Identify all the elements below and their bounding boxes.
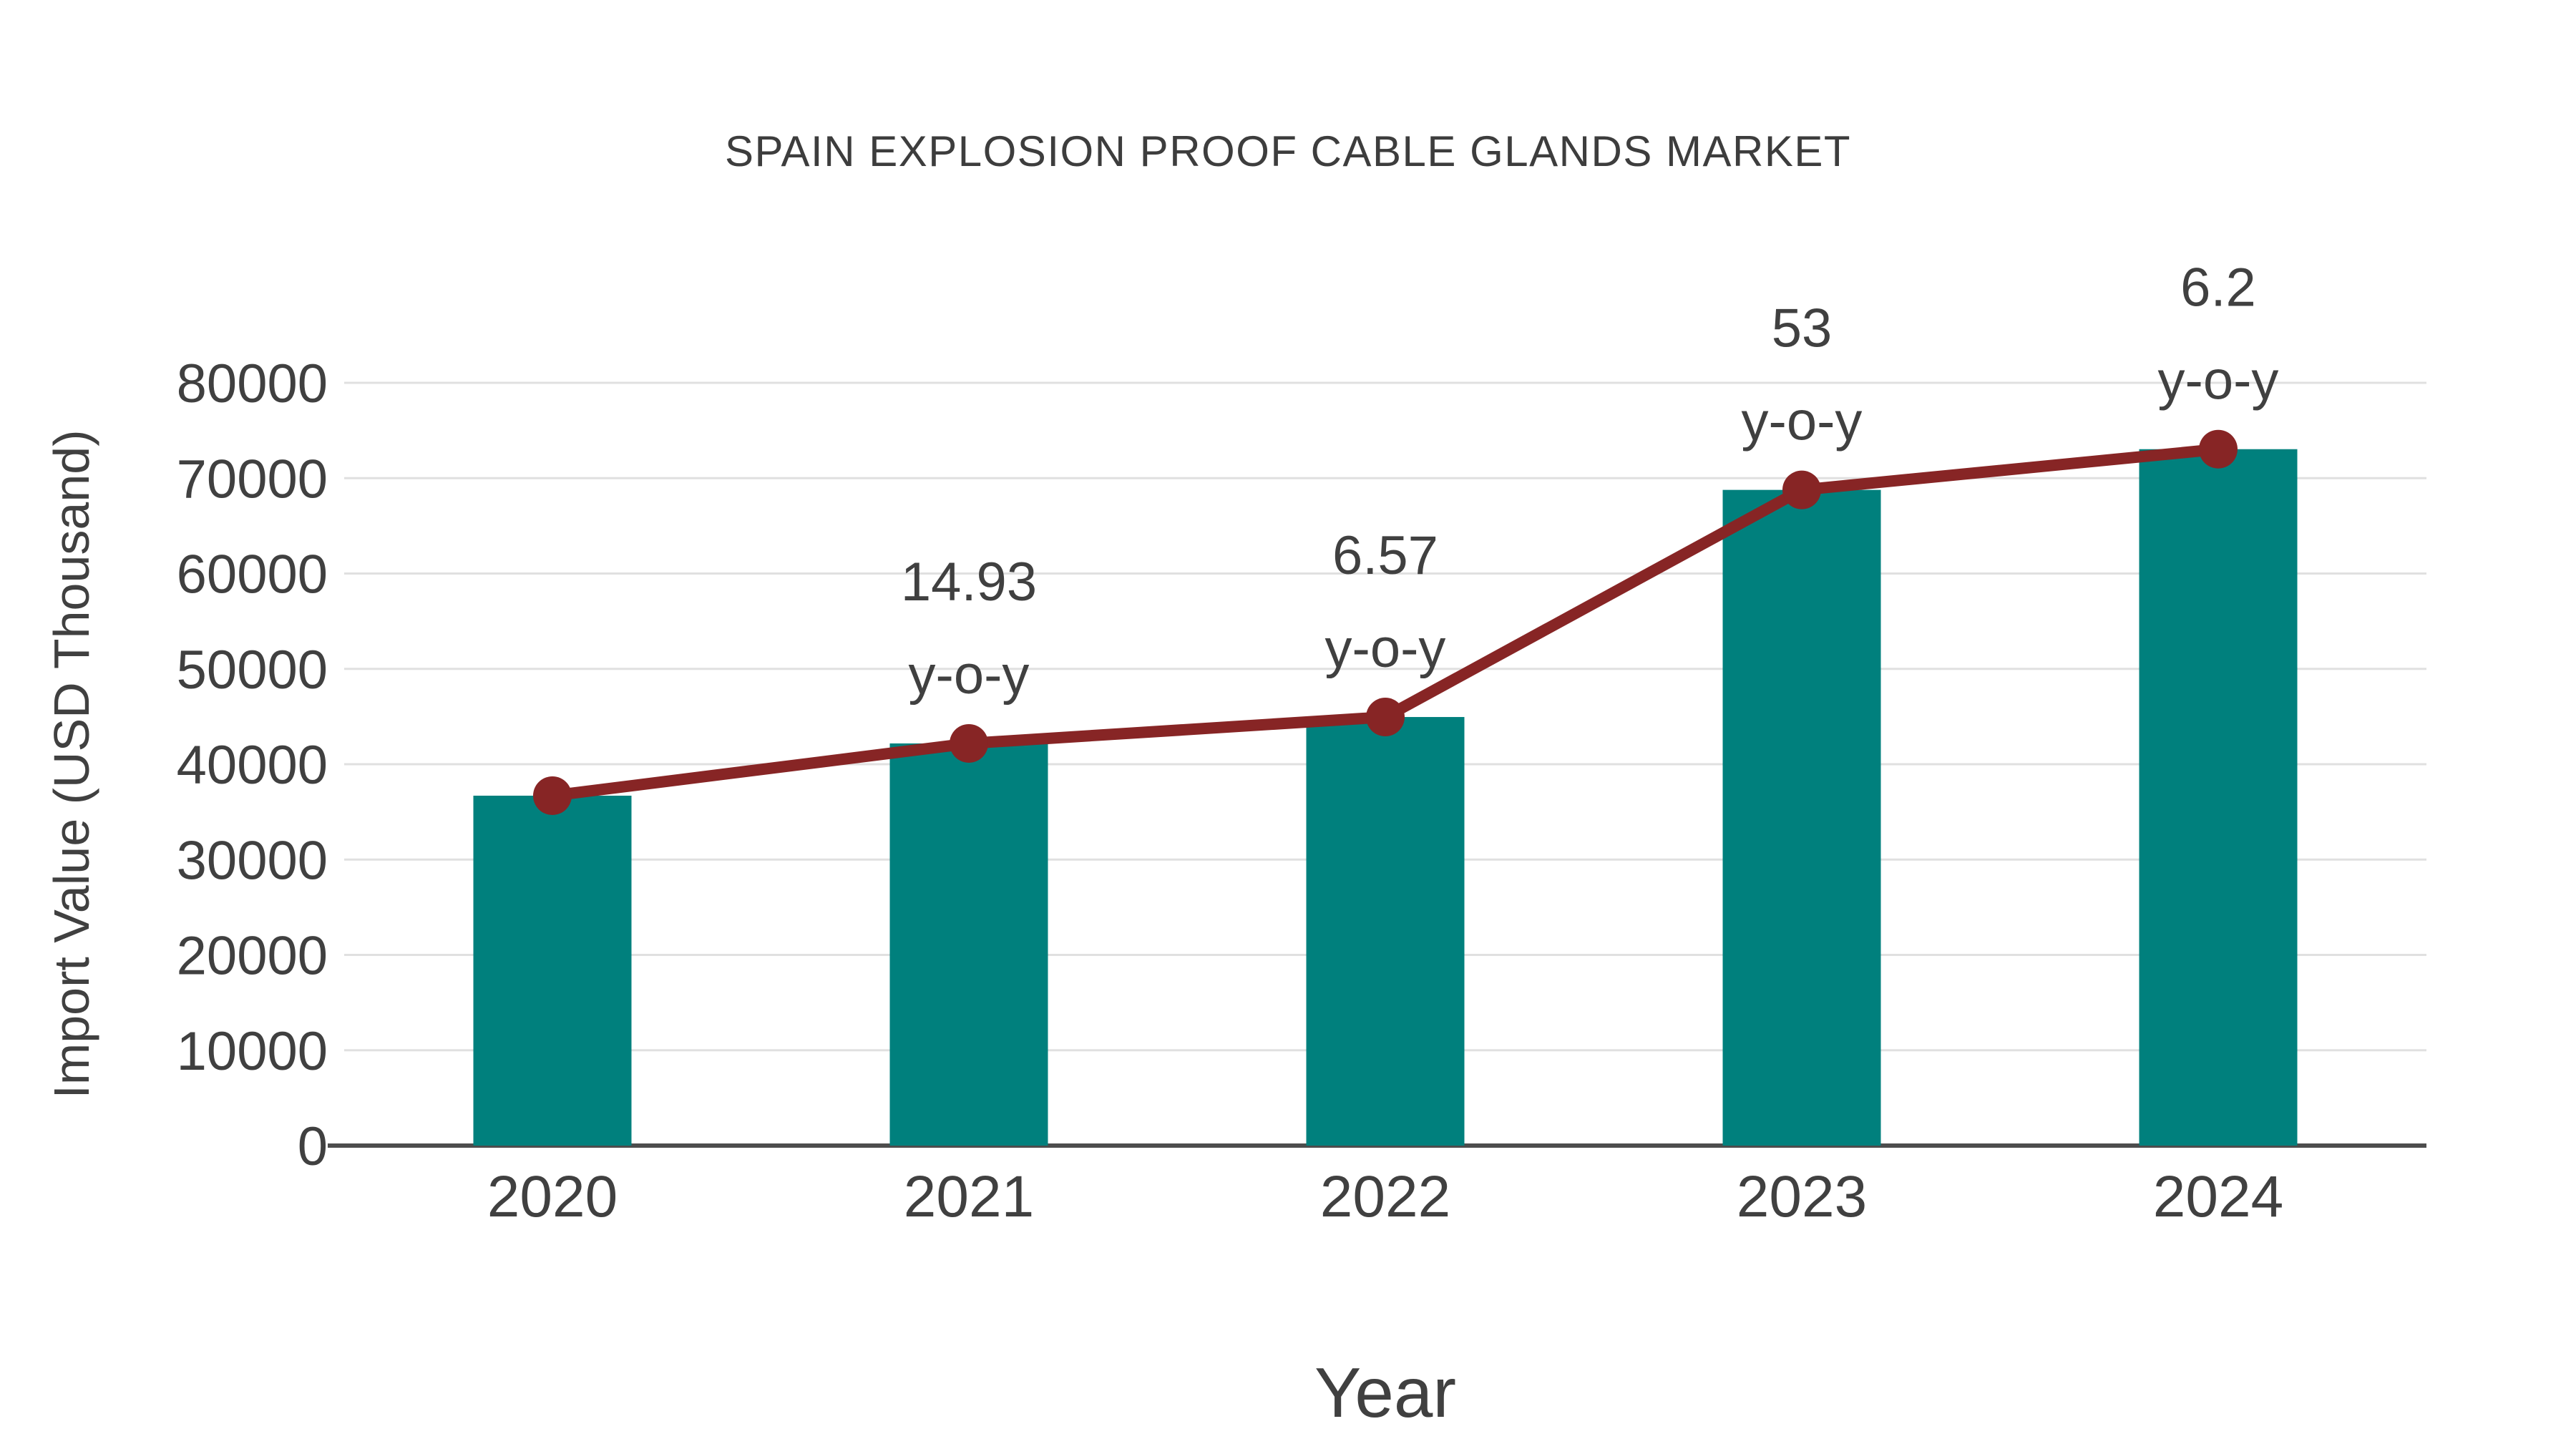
trend-marker-2021 bbox=[950, 723, 988, 763]
annotation-suffix-2024: y-o-y bbox=[2158, 351, 2279, 411]
x-tick-label: 2020 bbox=[487, 1164, 618, 1229]
trend-marker-2022 bbox=[1366, 698, 1405, 737]
trend-marker-2024 bbox=[2199, 429, 2238, 469]
annotation-suffix-2021: y-o-y bbox=[909, 645, 1030, 706]
annotation-value-2021: 14.93 bbox=[901, 552, 1037, 613]
annotation-value-2022: 6.57 bbox=[1332, 525, 1438, 586]
x-tick-label: 2023 bbox=[1737, 1164, 1867, 1229]
y-tick-label: 30000 bbox=[177, 830, 328, 891]
annotation-value-2024: 6.2 bbox=[2180, 258, 2256, 318]
annotation-suffix-2023: y-o-y bbox=[1742, 391, 1863, 452]
y-tick-label: 20000 bbox=[177, 926, 328, 987]
x-tick-label: 2021 bbox=[904, 1164, 1034, 1229]
annotation-suffix-2022: y-o-y bbox=[1325, 618, 1446, 679]
y-tick-label: 60000 bbox=[177, 545, 328, 605]
x-tick-label: 2024 bbox=[2153, 1164, 2283, 1229]
bar-2021 bbox=[889, 743, 1048, 1146]
bar-2022 bbox=[1306, 717, 1465, 1146]
bar-2020 bbox=[473, 795, 632, 1146]
bar-2023 bbox=[1722, 489, 1881, 1146]
x-tick-label: 2022 bbox=[1320, 1164, 1450, 1229]
chart-title: SPAIN EXPLOSION PROOF CABLE GLANDS MARKE… bbox=[724, 127, 1852, 175]
y-tick-label: 70000 bbox=[177, 449, 328, 509]
y-tick-label: 40000 bbox=[177, 735, 328, 796]
trend-marker-2020 bbox=[533, 776, 572, 815]
y-tick-label: 0 bbox=[298, 1116, 328, 1177]
y-tick-label: 80000 bbox=[177, 353, 328, 414]
y-tick-label: 50000 bbox=[177, 640, 328, 701]
y-tick-label: 10000 bbox=[177, 1021, 328, 1082]
x-axis-title: Year bbox=[1314, 1353, 1457, 1432]
trend-marker-2023 bbox=[1782, 470, 1821, 509]
bar-2024 bbox=[2139, 449, 2298, 1146]
annotation-value-2023: 53 bbox=[1772, 298, 1833, 359]
